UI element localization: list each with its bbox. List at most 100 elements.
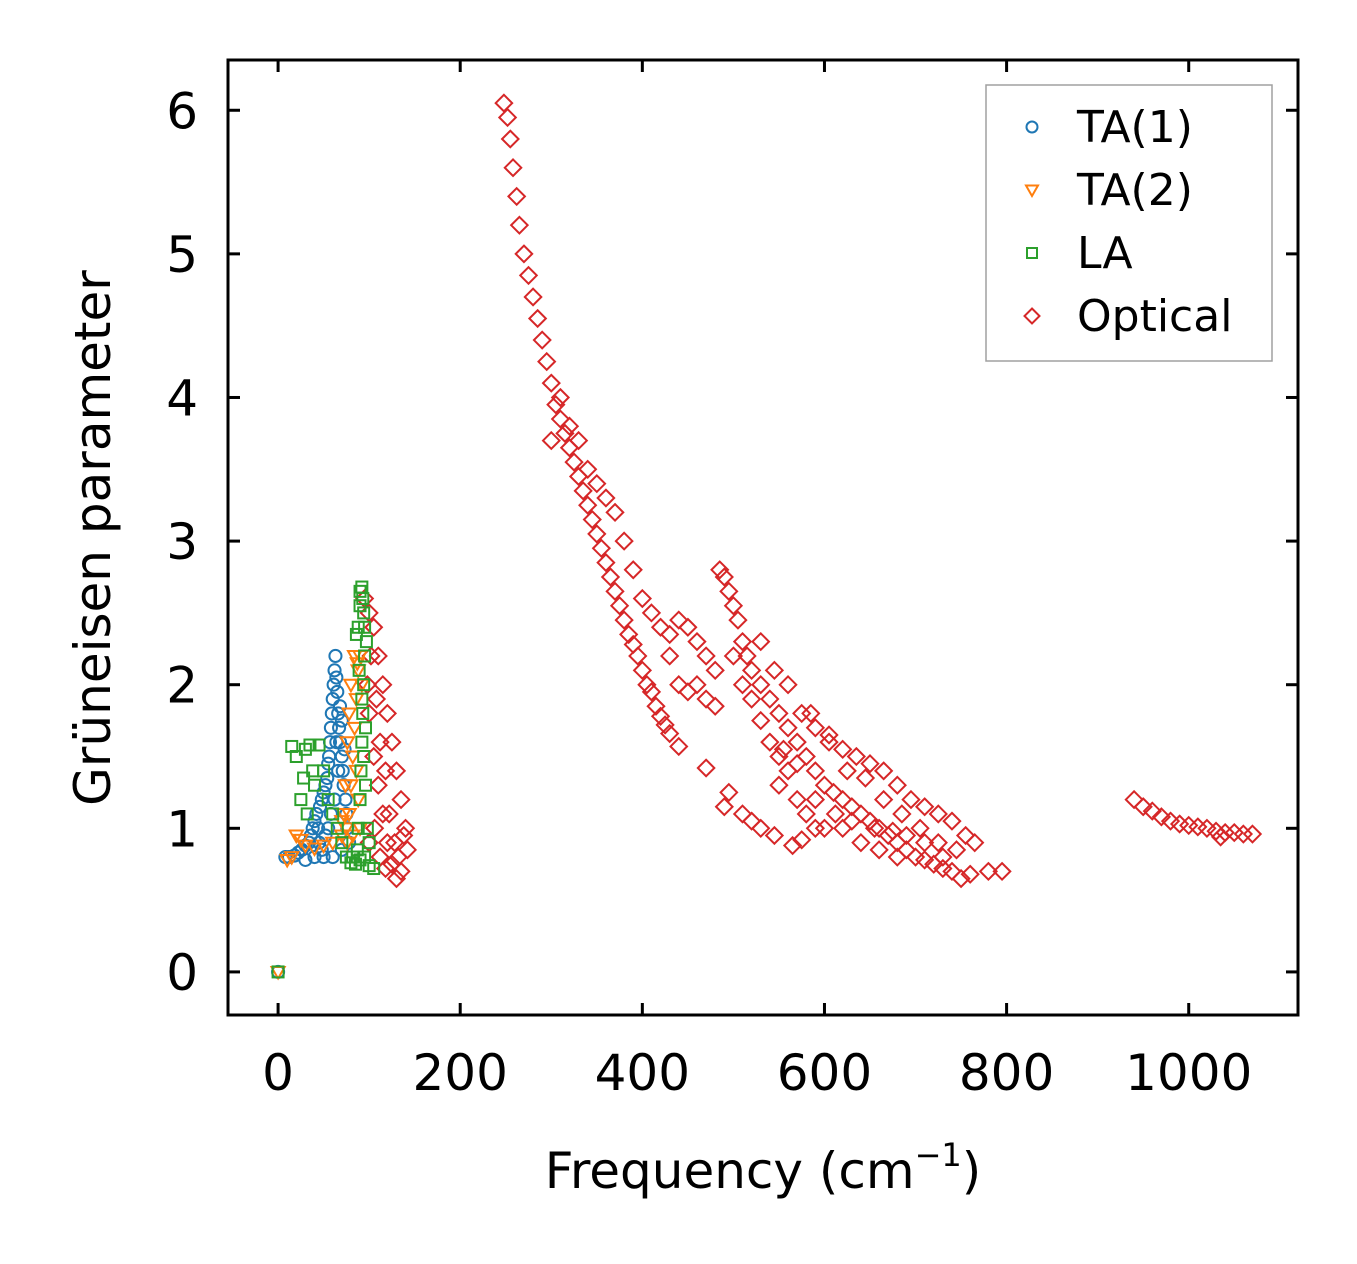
point-optical-35 — [503, 158, 523, 178]
point-la-27 — [356, 706, 370, 720]
point-optical-120 — [878, 825, 898, 846]
point-optical-91 — [705, 660, 725, 681]
point-optical-190 — [914, 833, 935, 853]
point-optical-69 — [655, 715, 675, 735]
point-ta-2--2 — [283, 851, 301, 866]
point-optical-118 — [860, 811, 880, 831]
point-optical-128 — [951, 868, 971, 889]
point-la-41 — [360, 821, 374, 835]
point-ta-2--14 — [346, 721, 363, 737]
point-ta-1--26 — [328, 648, 343, 664]
point-optical-59 — [609, 596, 630, 616]
point-ta-2--18 — [346, 650, 363, 665]
x-axis-label: Frequency (cm−1) — [545, 1136, 982, 1200]
point-optical-134 — [778, 675, 798, 695]
point-optical-116 — [842, 797, 862, 817]
point-optical-21 — [366, 689, 387, 709]
point-optical-49 — [564, 452, 584, 472]
point-optical-172 — [873, 789, 894, 810]
point-optical-70 — [659, 723, 680, 744]
point-ta-2--13 — [344, 750, 362, 766]
point-la-11 — [317, 764, 331, 778]
point-optical-175 — [928, 833, 948, 853]
point-la-36 — [349, 627, 363, 641]
point-optical-129 — [960, 864, 980, 884]
point-ta-1--13 — [312, 799, 328, 814]
series-la — [271, 580, 381, 979]
point-optical-85 — [650, 617, 671, 637]
point-ta-1--30 — [332, 720, 347, 735]
point-la-35 — [351, 620, 365, 634]
legend-marker-la — [1026, 247, 1038, 259]
point-optical-168 — [801, 703, 821, 724]
point-optical-94 — [669, 675, 689, 695]
point-ta-1--41 — [307, 849, 322, 865]
point-optical-132 — [751, 631, 771, 652]
point-la-3 — [294, 793, 308, 807]
point-ta-1--44 — [321, 821, 336, 836]
point-optical-124 — [914, 850, 935, 870]
point-optical-4 — [373, 675, 393, 695]
point-optical-131 — [992, 861, 1012, 882]
point-optical-47 — [555, 423, 575, 444]
point-optical-77 — [578, 459, 598, 479]
point-ta-1--17 — [320, 770, 335, 786]
point-optical-14 — [377, 833, 398, 853]
legend-marker-ta-2- — [1024, 184, 1040, 199]
point-optical-100 — [719, 581, 739, 602]
point-optical-60 — [614, 610, 634, 630]
point-optical-156 — [764, 825, 785, 846]
point-optical-72 — [696, 758, 716, 778]
point-ta-1--28 — [330, 684, 345, 699]
point-optical-26 — [388, 847, 408, 867]
point-optical-136 — [805, 718, 826, 738]
point-optical-178 — [732, 675, 753, 695]
point-optical-57 — [600, 567, 621, 587]
point-optical-2 — [364, 617, 384, 637]
legend-label-la: LA — [1077, 228, 1133, 279]
point-optical-151 — [787, 789, 807, 810]
series-optical — [354, 93, 1263, 889]
point-optical-162 — [769, 775, 789, 795]
point-optical-176 — [946, 840, 967, 860]
point-optical-37 — [509, 215, 530, 235]
point-optical-152 — [796, 804, 816, 824]
point-optical-141 — [873, 761, 894, 781]
point-optical-65 — [637, 675, 657, 695]
legend-label-ta-2-: TA(2) — [1076, 165, 1193, 216]
point-optical-34 — [500, 129, 520, 149]
point-optical-149 — [769, 746, 789, 767]
x-axis-label-close: ) — [962, 1142, 982, 1200]
point-optical-83 — [632, 588, 653, 609]
point-optical-142 — [887, 775, 907, 795]
y-axis-label: Grüneisen parameter — [64, 270, 122, 806]
point-optical-44 — [541, 373, 561, 393]
point-optical-8 — [391, 789, 411, 810]
point-la-44 — [346, 850, 360, 864]
point-ta-2--23 — [335, 807, 352, 823]
point-la-45 — [359, 635, 373, 649]
point-optical-89 — [687, 631, 707, 652]
point-optical-61 — [619, 624, 639, 645]
point-optical-192 — [1124, 789, 1144, 810]
point-optical-68 — [650, 706, 671, 726]
point-optical-90 — [696, 646, 716, 666]
point-optical-135 — [792, 703, 812, 724]
point-optical-110 — [787, 732, 807, 752]
point-optical-119 — [869, 818, 889, 838]
point-optical-194 — [1142, 801, 1162, 821]
point-optical-148 — [965, 833, 985, 853]
point-optical-140 — [860, 754, 880, 774]
point-ta-1--21 — [323, 720, 338, 735]
point-optical-32 — [494, 93, 514, 113]
point-ta-1--51 — [332, 699, 348, 714]
y-tick-label: 0 — [166, 944, 198, 1002]
point-optical-177 — [723, 646, 744, 666]
point-optical-138 — [833, 739, 853, 759]
point-optical-204 — [1233, 824, 1254, 844]
point-optical-127 — [942, 861, 962, 882]
point-optical-27 — [394, 825, 414, 846]
point-optical-38 — [514, 244, 534, 264]
plot-frame — [226, 58, 1300, 1017]
point-ta-2--19 — [342, 678, 360, 694]
